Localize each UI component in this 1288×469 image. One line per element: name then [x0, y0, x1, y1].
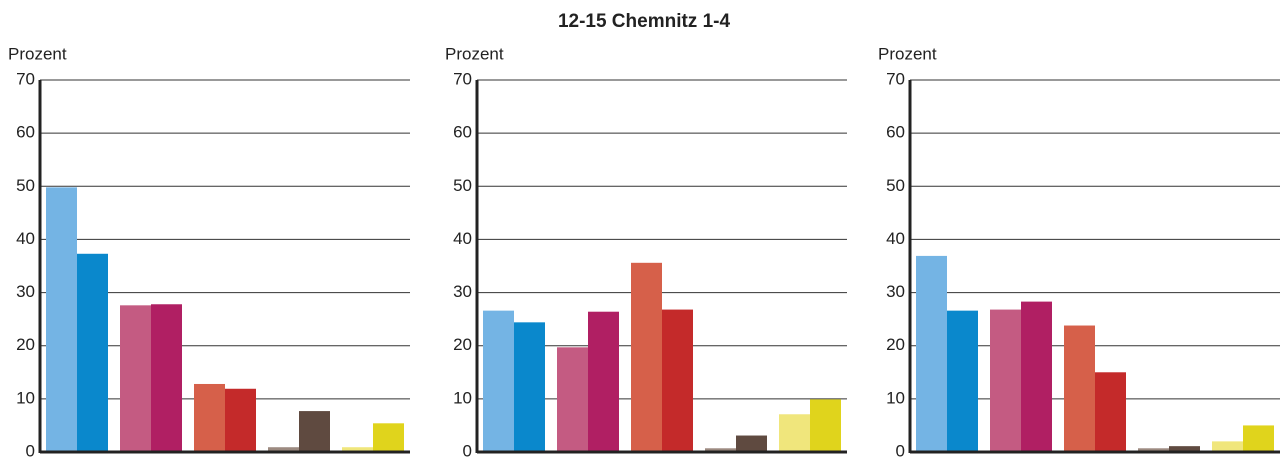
y-tick-label: 70	[453, 69, 472, 88]
bar	[299, 411, 330, 452]
bar	[194, 383, 225, 452]
y-tick-label: 50	[886, 176, 905, 195]
y-tick-label: 50	[16, 176, 35, 195]
y-tick-label: 40	[453, 229, 472, 248]
y-tick-label: 70	[16, 69, 35, 88]
bar	[151, 304, 182, 452]
bar	[1169, 446, 1200, 452]
bar	[225, 388, 256, 452]
bar	[46, 187, 77, 452]
bar	[588, 311, 619, 452]
y-axis-label: Prozent	[878, 44, 937, 63]
y-tick-label: 60	[16, 123, 35, 142]
y-axis-label: Prozent	[8, 44, 67, 63]
y-tick-label: 10	[453, 388, 472, 407]
y-tick-label: 40	[886, 229, 905, 248]
bar	[662, 309, 693, 452]
y-tick-label: 60	[886, 123, 905, 142]
y-tick-label: 30	[453, 282, 472, 301]
y-axis-label: Prozent	[445, 44, 504, 63]
y-tick-label: 20	[16, 335, 35, 354]
bar	[373, 423, 404, 452]
y-tick-label: 50	[453, 176, 472, 195]
y-tick-label: 30	[16, 282, 35, 301]
bar	[1243, 425, 1274, 452]
bar	[77, 253, 108, 452]
y-tick-label: 10	[886, 388, 905, 407]
bar	[342, 447, 373, 452]
bar	[514, 322, 545, 452]
bar	[557, 347, 588, 452]
page-title: 12-15 Chemnitz 1-4	[558, 11, 731, 32]
bar	[947, 310, 978, 452]
y-tick-label: 0	[26, 441, 35, 460]
bar	[810, 399, 841, 452]
y-tick-label: 30	[886, 282, 905, 301]
y-tick-label: 40	[16, 229, 35, 248]
bar	[1138, 448, 1169, 452]
bar	[990, 309, 1021, 452]
bar	[705, 448, 736, 452]
y-tick-label: 0	[463, 441, 472, 460]
y-tick-label: 10	[16, 388, 35, 407]
y-tick-label: 20	[453, 335, 472, 354]
y-tick-label: 60	[453, 123, 472, 142]
bar	[1095, 372, 1126, 452]
bar	[631, 262, 662, 452]
bar	[916, 255, 947, 452]
bar	[736, 435, 767, 452]
bar	[1064, 325, 1095, 452]
y-tick-label: 0	[896, 441, 905, 460]
y-tick-label: 20	[886, 335, 905, 354]
bar	[1212, 441, 1243, 452]
bar	[120, 305, 151, 452]
y-tick-label: 70	[886, 69, 905, 88]
bar	[1021, 301, 1052, 452]
bar	[483, 310, 514, 452]
bar	[779, 414, 810, 452]
bar	[268, 447, 299, 452]
